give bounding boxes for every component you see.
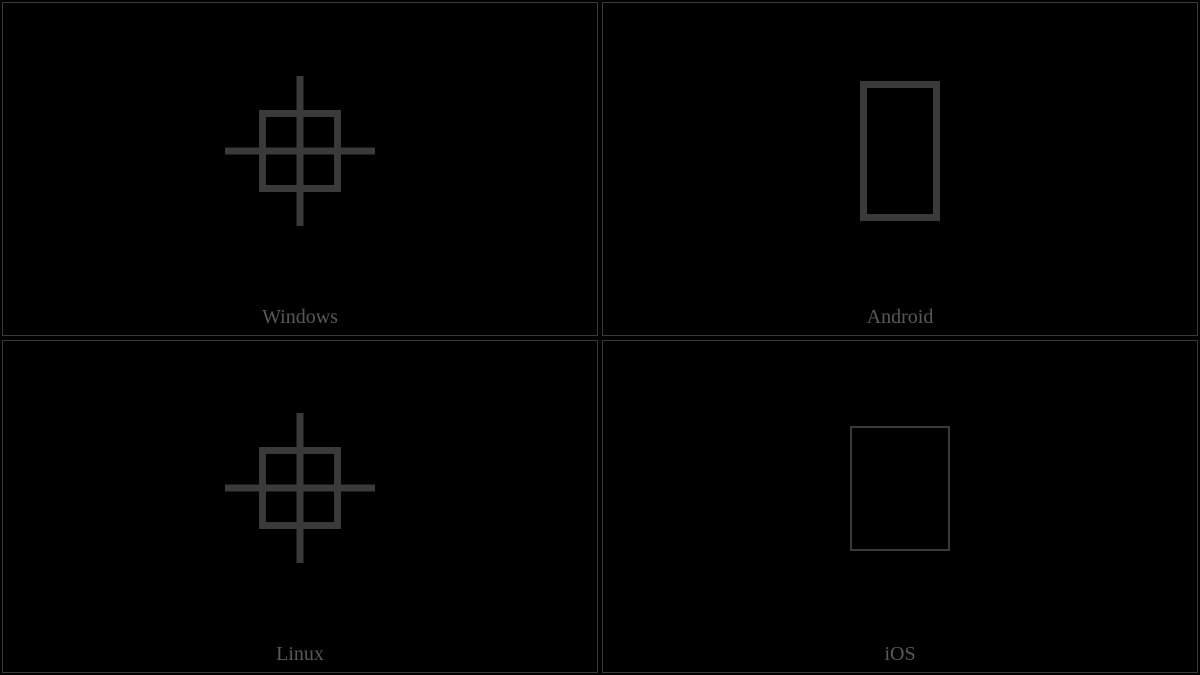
glyph-ios bbox=[603, 341, 1197, 637]
cell-windows: Windows bbox=[2, 2, 598, 336]
tofu-icon bbox=[860, 81, 940, 221]
glyph-grid: Windows Android Linux bbox=[2, 2, 1198, 673]
label-linux: Linux bbox=[3, 643, 597, 666]
glyph-linux bbox=[3, 341, 597, 637]
label-windows: Windows bbox=[3, 306, 597, 329]
glyph-windows bbox=[3, 3, 597, 299]
label-android: Android bbox=[603, 306, 1197, 329]
position-indicator-icon bbox=[225, 76, 375, 226]
glyph-android bbox=[603, 3, 1197, 299]
label-ios: iOS bbox=[603, 643, 1197, 666]
cell-linux: Linux bbox=[2, 340, 598, 674]
tofu-icon bbox=[850, 426, 950, 551]
cell-android: Android bbox=[602, 2, 1198, 336]
cell-ios: iOS bbox=[602, 340, 1198, 674]
position-indicator-icon bbox=[225, 413, 375, 563]
